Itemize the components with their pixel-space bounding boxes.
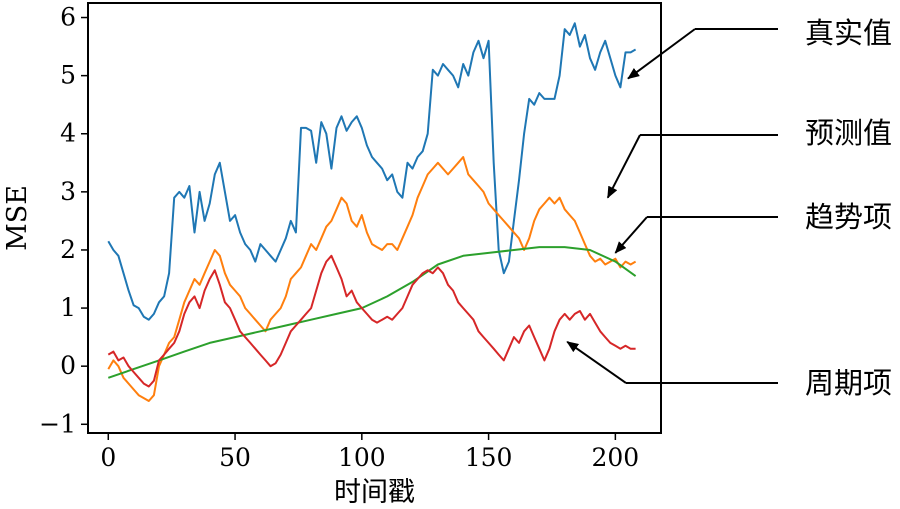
annotation-label-0: 真实值 [805, 16, 892, 50]
x-tick-label-4: 200 [592, 443, 640, 472]
x-tick-label-0: 0 [100, 443, 116, 472]
y-tick-label-2: 1 [60, 293, 76, 322]
ticks-layer: 0 50 100 150 200 −1 0 1 2 3 4 5 6 [39, 3, 639, 472]
y-tick-label-5: 4 [60, 119, 76, 148]
y-axis-title: MSE [2, 185, 33, 251]
x-tick-label-2: 100 [338, 443, 386, 472]
y-tick-label-3: 2 [60, 235, 76, 264]
annotation-arrow-0 [627, 28, 696, 80]
annotation-arrow-2 [614, 216, 648, 254]
x-axis-title: 时间戳 [334, 477, 415, 508]
annotation-arrow-1 [606, 134, 641, 199]
y-tick-label-4: 3 [60, 177, 76, 206]
series-layer [107, 22, 637, 402]
y-tick-label-6: 5 [60, 61, 76, 90]
y-tick-label-0: −1 [39, 409, 76, 438]
plot-frame [87, 2, 662, 434]
y-tick-label-1: 0 [60, 351, 76, 380]
series-line-1 [107, 156, 637, 402]
x-tick-label-3: 150 [465, 443, 513, 472]
series-line-3 [107, 254, 636, 388]
y-tick-label-7: 6 [60, 3, 76, 32]
series-line-0 [107, 22, 637, 321]
annotation-label-1: 预测值 [805, 116, 892, 150]
annotation-label-2: 趋势项 [805, 200, 892, 234]
annotation-arrow-3 [566, 340, 627, 384]
series-line-2 [107, 246, 637, 379]
annotation-label-3: 周期项 [805, 366, 892, 400]
x-tick-label-1: 50 [219, 443, 251, 472]
